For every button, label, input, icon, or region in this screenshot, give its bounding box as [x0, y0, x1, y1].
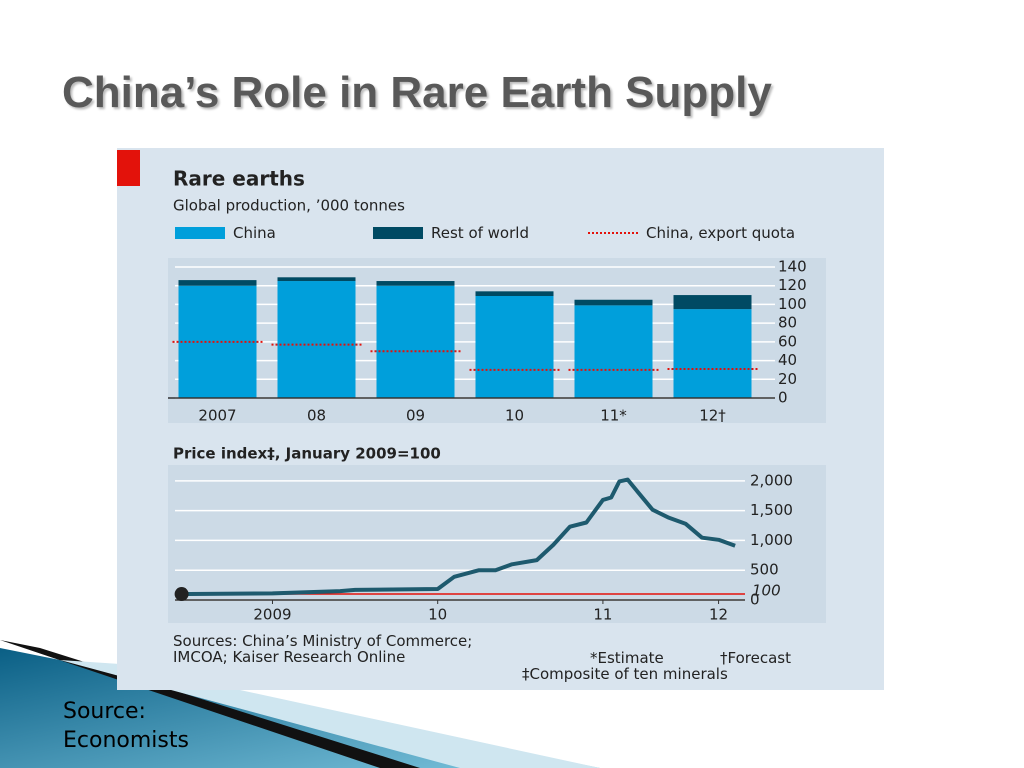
legend-label: Rest of world: [431, 224, 529, 242]
y-tick-label: 60: [778, 332, 797, 350]
y-tick-label: 100: [778, 295, 807, 313]
bar: [673, 309, 752, 398]
legend-swatch: [373, 227, 423, 239]
sources: Sources: China’s Ministry of Commerce; I…: [173, 632, 473, 666]
footnote: †Forecast: [720, 649, 791, 667]
chart-title: Price index‡, January 2009=100: [173, 445, 441, 463]
bar: [277, 277, 356, 282]
y-tick-label: 40: [778, 351, 797, 369]
x-tick-label: 11*: [600, 407, 627, 425]
plot-bg: [168, 465, 826, 623]
footnote: ‡Composite of ten minerals: [522, 665, 728, 683]
y-tick-label: 500: [750, 561, 779, 579]
y-tick-label: 1,000: [750, 531, 793, 549]
bar: [376, 285, 455, 398]
y-tick-label: 0: [778, 389, 788, 407]
x-tick-label: 11: [593, 606, 612, 624]
x-tick-label: 08: [307, 407, 326, 425]
x-tick-label: 2009: [253, 606, 291, 624]
legend-swatch: [175, 227, 225, 239]
chart-subtitle: Global production, ’000 tonnes: [173, 197, 405, 215]
reference-label: 100: [752, 582, 781, 600]
chart-title: Rare earths: [173, 167, 305, 191]
price-line: [181, 477, 736, 596]
y-tick-label: 1,500: [750, 501, 793, 519]
footnote: *Estimate: [590, 649, 664, 667]
bar: [574, 305, 653, 398]
x-tick-label: 2007: [198, 407, 236, 425]
y-tick-label: 20: [778, 370, 797, 388]
y-tick-label: 0: [750, 591, 760, 609]
bar: [376, 281, 455, 286]
y-tick-label: 120: [778, 276, 807, 294]
x-tick-label: 09: [406, 407, 425, 425]
bar: [277, 281, 356, 398]
bar: [574, 299, 653, 306]
y-tick-label: 80: [778, 314, 797, 332]
bar: [475, 291, 554, 297]
slide-title: China’s Role in Rare Earth Supply: [62, 68, 772, 117]
legend-label: China, export quota: [646, 224, 796, 242]
x-tick-label: 12: [709, 606, 728, 624]
y-tick-label: 2,000: [750, 471, 793, 489]
bar: [673, 295, 752, 310]
x-tick-label: 10: [428, 606, 447, 624]
start-marker: [174, 587, 189, 602]
x-tick-label: 10: [505, 407, 524, 425]
y-tick-label: 140: [778, 258, 807, 276]
x-tick-label: 12†: [699, 407, 726, 425]
source-note: Source: Economists: [63, 699, 189, 753]
bar: [178, 280, 257, 286]
bar: [475, 296, 554, 398]
red-tag: [117, 150, 140, 186]
legend-label: China: [233, 224, 276, 242]
